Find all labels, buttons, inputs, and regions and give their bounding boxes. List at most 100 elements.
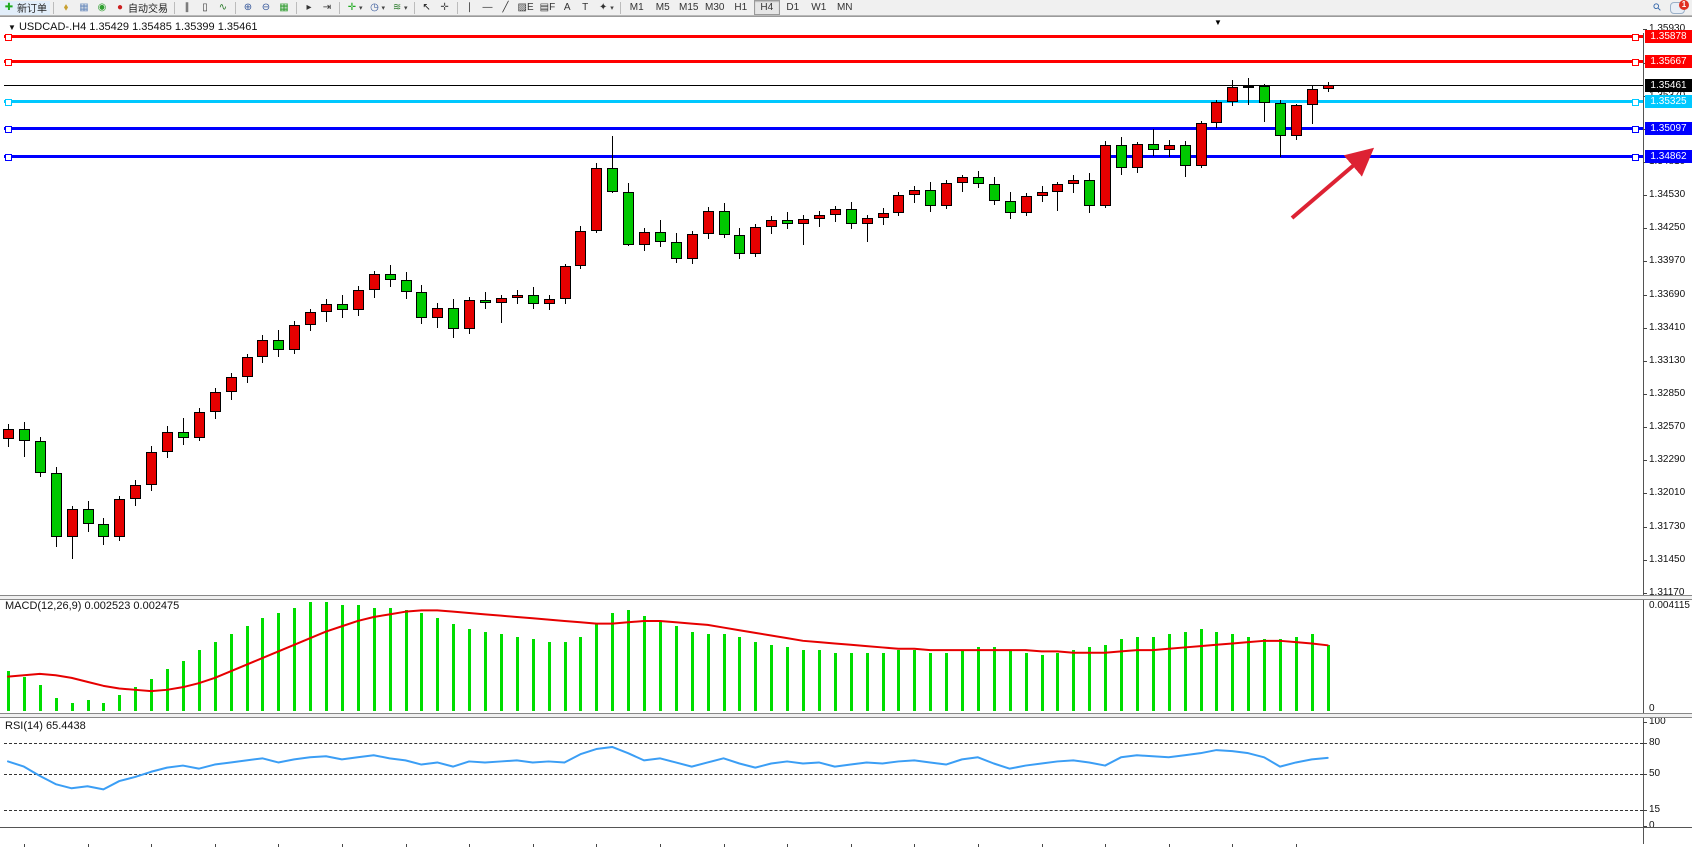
dropdown-caret-icon[interactable]: ▾ <box>359 4 363 12</box>
chart-window-button[interactable]: ▦ <box>75 1 93 15</box>
bear-candle <box>384 274 396 281</box>
price-axis-label[interactable]: 1.35930 <box>1649 23 1685 34</box>
price-badge: 1.34862 <box>1645 149 1692 163</box>
timeframe-mn[interactable]: MN <box>836 2 853 13</box>
chat-button[interactable]: 1 <box>1667 0 1689 15</box>
candle-wick <box>962 175 963 192</box>
line-handle[interactable] <box>1632 153 1639 161</box>
rsi-tick <box>1643 810 1647 811</box>
trendline-button[interactable]: ╱ <box>497 1 515 15</box>
dropdown-caret-icon[interactable]: ▾ <box>381 4 386 12</box>
crosshair-button[interactable]: ✛ <box>436 1 454 15</box>
macd-histogram-bar <box>404 610 408 711</box>
dropdown-caret-icon[interactable]: ▾ <box>610 4 614 12</box>
auto-scroll-button[interactable]: ▸ <box>300 1 318 15</box>
bear-candle <box>718 210 730 236</box>
price-badge: 1.35878 <box>1645 29 1692 43</box>
rsi-label: RSI(14) 65.4438 <box>5 720 86 732</box>
bear-candle <box>34 441 46 474</box>
horizontal-line-object[interactable] <box>4 127 1643 131</box>
text-label-button[interactable]: T <box>576 1 594 15</box>
line-handle[interactable] <box>1632 126 1639 134</box>
arrows-button[interactable]: ✦ ▾ <box>594 1 617 15</box>
price-axis-label[interactable]: 1.32290 <box>1649 454 1686 466</box>
timeframe-d1[interactable]: D1 <box>786 2 800 13</box>
timeframe-m30[interactable]: M30 <box>705 2 725 13</box>
bar-chart-button[interactable]: ∥ <box>178 1 196 15</box>
chat-icon: 1 <box>1670 0 1689 14</box>
price-axis-label[interactable]: 1.31170 <box>1649 586 1685 598</box>
timeframe-h1[interactable]: H1 <box>734 2 748 13</box>
candlestick-button[interactable]: ▯ <box>196 1 214 15</box>
price-axis-label[interactable]: 1.32010 <box>1649 487 1686 499</box>
bull-candle <box>877 212 889 218</box>
chart-shift-marker[interactable]: ▼ <box>1214 18 1222 27</box>
price-axis-label[interactable]: 1.31450 <box>1649 553 1686 565</box>
line-handle[interactable] <box>5 153 12 161</box>
line-handle[interactable] <box>5 58 12 66</box>
periods-clock-button[interactable]: ◷ ▾ <box>366 1 389 15</box>
signal-button[interactable]: ◉ <box>93 1 111 15</box>
price-axis-label[interactable]: 1.33410 <box>1649 321 1686 333</box>
zoom-in-button[interactable]: ⊕ <box>239 1 257 15</box>
cursor-button[interactable]: ↖ <box>418 1 436 15</box>
candle-wick <box>1057 182 1059 211</box>
price-axis-label[interactable]: 1.34250 <box>1649 222 1686 234</box>
macd-histogram-bar <box>1104 644 1108 711</box>
horizontal-line-button[interactable]: — <box>479 1 497 15</box>
pane-splitter-macd[interactable] <box>0 595 1692 600</box>
chart-window[interactable]: ▼ USDCAD-.H4 1.35429 1.35485 1.35399 1.3… <box>0 16 1692 848</box>
horizontal-line-object[interactable] <box>4 34 1643 38</box>
bull-candle <box>686 234 698 260</box>
vertical-line-button[interactable]: ∣ <box>461 1 479 15</box>
horizontal-line-object[interactable] <box>4 100 1643 104</box>
line-handle[interactable] <box>5 126 12 134</box>
pane-splitter-rsi[interactable] <box>0 713 1692 718</box>
price-axis-label[interactable]: 1.33690 <box>1649 288 1686 300</box>
bull-candle <box>289 325 301 351</box>
price-axis-label[interactable]: 1.33970 <box>1649 255 1686 267</box>
macd-histogram-bar <box>961 650 964 711</box>
horizontal-line-object[interactable] <box>4 154 1643 158</box>
new-order-button[interactable]: ✚ 新订单 <box>0 0 50 15</box>
paint-bucket-button[interactable]: ⬧ <box>57 1 75 15</box>
price-axis-label[interactable]: 1.32570 <box>1649 421 1686 433</box>
arrow-annotation[interactable] <box>1290 147 1375 220</box>
zoom-out-button[interactable]: ⊖ <box>257 1 275 15</box>
macd-histogram-bar <box>754 642 758 711</box>
line-chart-button[interactable]: ∿ <box>214 1 232 15</box>
fibonacci-button[interactable]: ▤F <box>537 1 559 15</box>
tile-windows-button[interactable]: ▦ <box>275 1 293 15</box>
line-handle[interactable] <box>1632 58 1639 66</box>
line-handle[interactable] <box>5 33 12 41</box>
timeframe-w1[interactable]: W1 <box>811 2 827 13</box>
macd-histogram-bar <box>22 676 26 711</box>
equidistant-channel-button[interactable]: ▨E <box>515 1 537 15</box>
toolbar-separator <box>456 1 458 14</box>
macd-histogram-bar <box>1231 634 1235 711</box>
chart-shift-button[interactable]: ⇥ <box>318 1 336 15</box>
macd-histogram-bar <box>1135 636 1139 711</box>
dropdown-caret-icon[interactable]: ▾ <box>404 4 408 12</box>
horizontal-line-object[interactable] <box>4 59 1643 63</box>
search-button[interactable]: ⚲ <box>1649 1 1667 15</box>
timeframe-h4[interactable]: H4 <box>753 0 780 15</box>
indicators-button[interactable]: ✛ ▾ <box>343 1 366 15</box>
templates-button[interactable]: ≋ ▾ <box>388 1 411 15</box>
price-axis-label[interactable]: 1.32850 <box>1649 387 1686 399</box>
price-axis-label[interactable]: 1.31730 <box>1649 520 1686 532</box>
line-handle[interactable] <box>5 99 12 107</box>
price-axis-label[interactable]: 1.34530 <box>1649 189 1686 201</box>
autotrading-button[interactable]: ● 自动交易 <box>111 1 171 16</box>
line-handle[interactable] <box>1632 99 1639 107</box>
chevron-down-icon[interactable]: ▼ <box>8 23 16 32</box>
price-axis-line[interactable] <box>1643 33 1644 844</box>
bull-candle <box>1322 84 1334 89</box>
timeframe-m1[interactable]: M1 <box>629 2 644 13</box>
price-tick <box>1643 592 1647 594</box>
timeframe-m5[interactable]: M5 <box>655 2 670 13</box>
text-button[interactable]: A <box>558 1 576 15</box>
line-handle[interactable] <box>1632 33 1639 41</box>
price-axis-label[interactable]: 1.33130 <box>1649 354 1686 366</box>
timeframe-m15[interactable]: M15 <box>679 2 699 13</box>
